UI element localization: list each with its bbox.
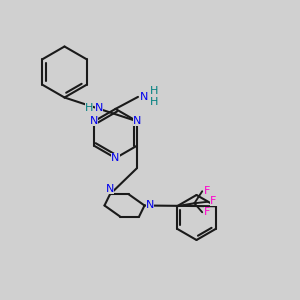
Text: N: N [133,116,141,126]
Text: H: H [149,86,158,97]
Text: F: F [204,207,210,217]
Text: N: N [140,92,148,102]
Text: N: N [111,153,120,163]
Text: H: H [149,97,158,107]
Text: N: N [146,200,154,211]
Text: N: N [106,184,114,194]
Text: N: N [90,116,98,126]
Text: F: F [210,196,217,206]
Text: F: F [204,186,210,196]
Text: N: N [95,103,103,113]
Text: H: H [85,103,93,113]
